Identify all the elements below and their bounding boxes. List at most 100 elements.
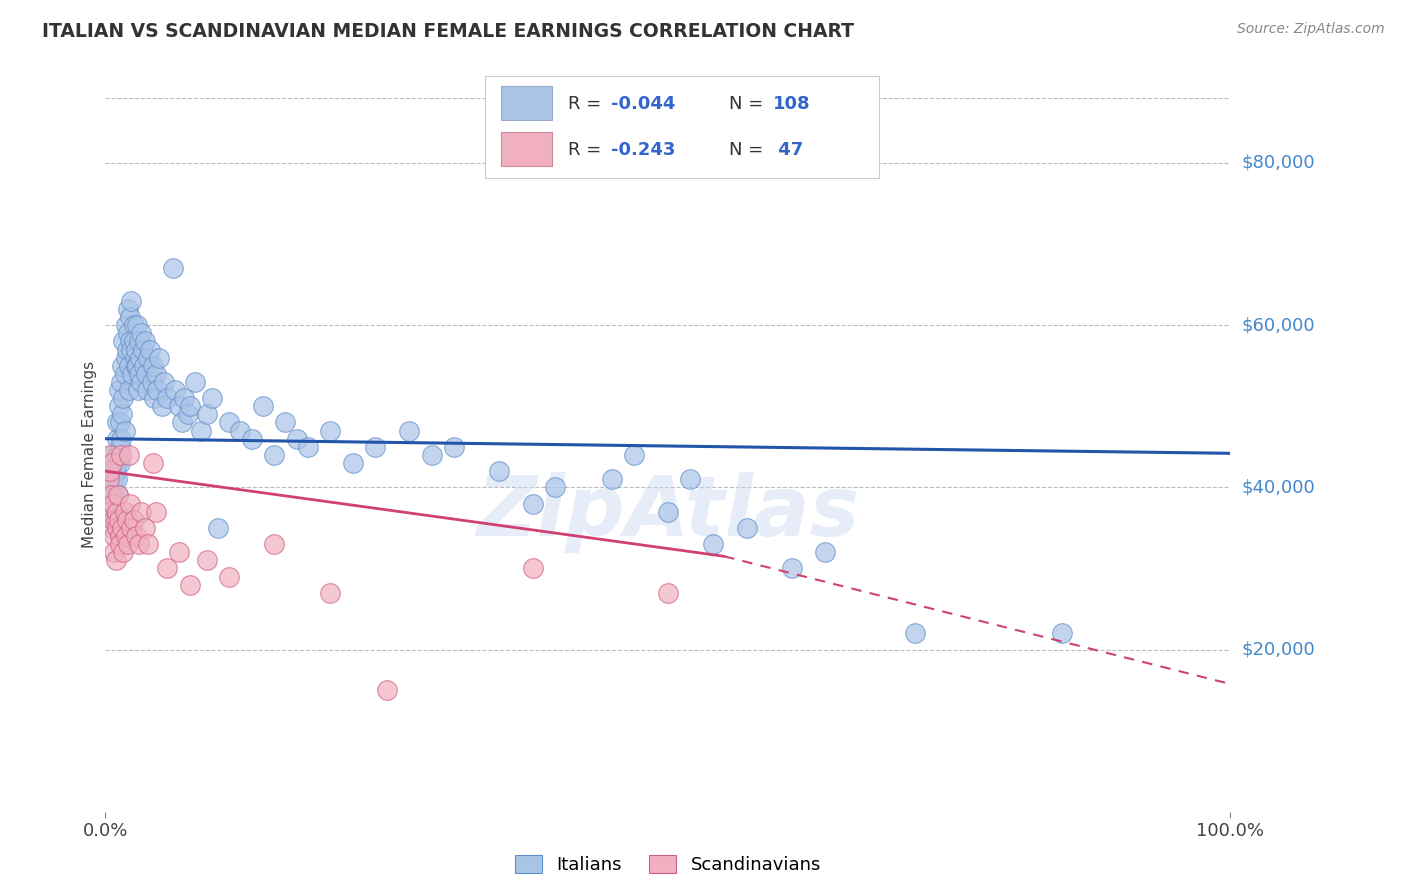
Point (135, 367, 157, 381)
Point (780, 561, 803, 575)
Point (118, 359, 141, 373)
Point (190, 424, 212, 438)
Point (100, 488, 122, 502)
Point (100, 505, 122, 519)
Point (398, 424, 420, 438)
Point (522, 497, 544, 511)
Text: N =: N = (730, 141, 763, 159)
Point (120, 497, 142, 511)
Point (201, 391, 224, 405)
Point (101, 521, 124, 535)
Point (129, 351, 152, 365)
Point (600, 472, 623, 486)
Point (342, 456, 364, 470)
Point (122, 334, 145, 349)
Point (297, 440, 319, 454)
Point (117, 537, 139, 551)
Point (105, 521, 128, 535)
Text: 47: 47 (772, 141, 804, 159)
Point (118, 383, 141, 397)
Point (125, 318, 148, 333)
Point (162, 261, 184, 276)
Point (263, 537, 285, 551)
Point (167, 399, 190, 413)
Point (145, 367, 167, 381)
Point (114, 505, 136, 519)
Text: $20,000: $20,000 (1241, 640, 1315, 658)
Point (103, 545, 125, 559)
Text: 108: 108 (772, 95, 810, 112)
Point (131, 326, 153, 341)
Point (544, 480, 567, 494)
Point (285, 432, 308, 446)
Point (127, 383, 149, 397)
FancyBboxPatch shape (501, 87, 553, 120)
Point (146, 383, 169, 397)
Point (124, 351, 146, 365)
Point (114, 318, 136, 333)
Point (103, 488, 125, 502)
Point (375, 683, 398, 698)
Point (657, 586, 679, 600)
Point (125, 343, 148, 357)
Point (623, 448, 645, 462)
Point (112, 334, 135, 349)
FancyBboxPatch shape (501, 132, 553, 166)
Point (735, 521, 758, 535)
Point (101, 448, 124, 462)
Point (125, 359, 148, 373)
Point (148, 351, 170, 365)
Text: ZipAtlas: ZipAtlas (477, 472, 859, 552)
Point (136, 351, 159, 365)
Point (105, 456, 128, 470)
Point (115, 343, 138, 357)
Point (218, 416, 240, 430)
Point (118, 448, 141, 462)
Legend: Italians, Scandinavians: Italians, Scandinavians (508, 847, 828, 881)
Point (904, 626, 927, 640)
Point (142, 391, 165, 405)
Point (179, 399, 201, 413)
Point (108, 399, 131, 413)
Point (108, 383, 131, 397)
Point (111, 521, 134, 535)
Point (488, 464, 510, 478)
Point (156, 561, 179, 575)
Point (107, 521, 129, 535)
Point (131, 375, 153, 389)
Point (112, 391, 135, 405)
Point (108, 440, 131, 454)
Point (121, 367, 143, 381)
Point (117, 301, 139, 316)
Text: R =: R = (568, 141, 607, 159)
Point (100, 456, 122, 470)
Point (131, 343, 153, 357)
Point (103, 472, 125, 486)
Point (657, 505, 679, 519)
Point (120, 343, 142, 357)
Point (122, 513, 145, 527)
Point (110, 432, 132, 446)
Point (195, 408, 218, 422)
Point (115, 513, 138, 527)
Point (176, 408, 198, 422)
Point (134, 334, 156, 349)
Text: $40,000: $40,000 (1241, 478, 1315, 496)
Point (125, 529, 148, 543)
Point (125, 359, 148, 373)
Point (128, 334, 150, 349)
Point (1050, 626, 1073, 640)
Point (111, 408, 134, 422)
Point (114, 367, 136, 381)
Point (111, 359, 134, 373)
Point (108, 529, 131, 543)
Point (105, 448, 128, 462)
Point (114, 424, 136, 438)
Point (814, 545, 837, 559)
Point (120, 521, 142, 535)
Point (104, 553, 127, 567)
Point (110, 448, 132, 462)
Point (104, 464, 127, 478)
Text: -0.044: -0.044 (612, 95, 675, 112)
Point (170, 416, 193, 430)
